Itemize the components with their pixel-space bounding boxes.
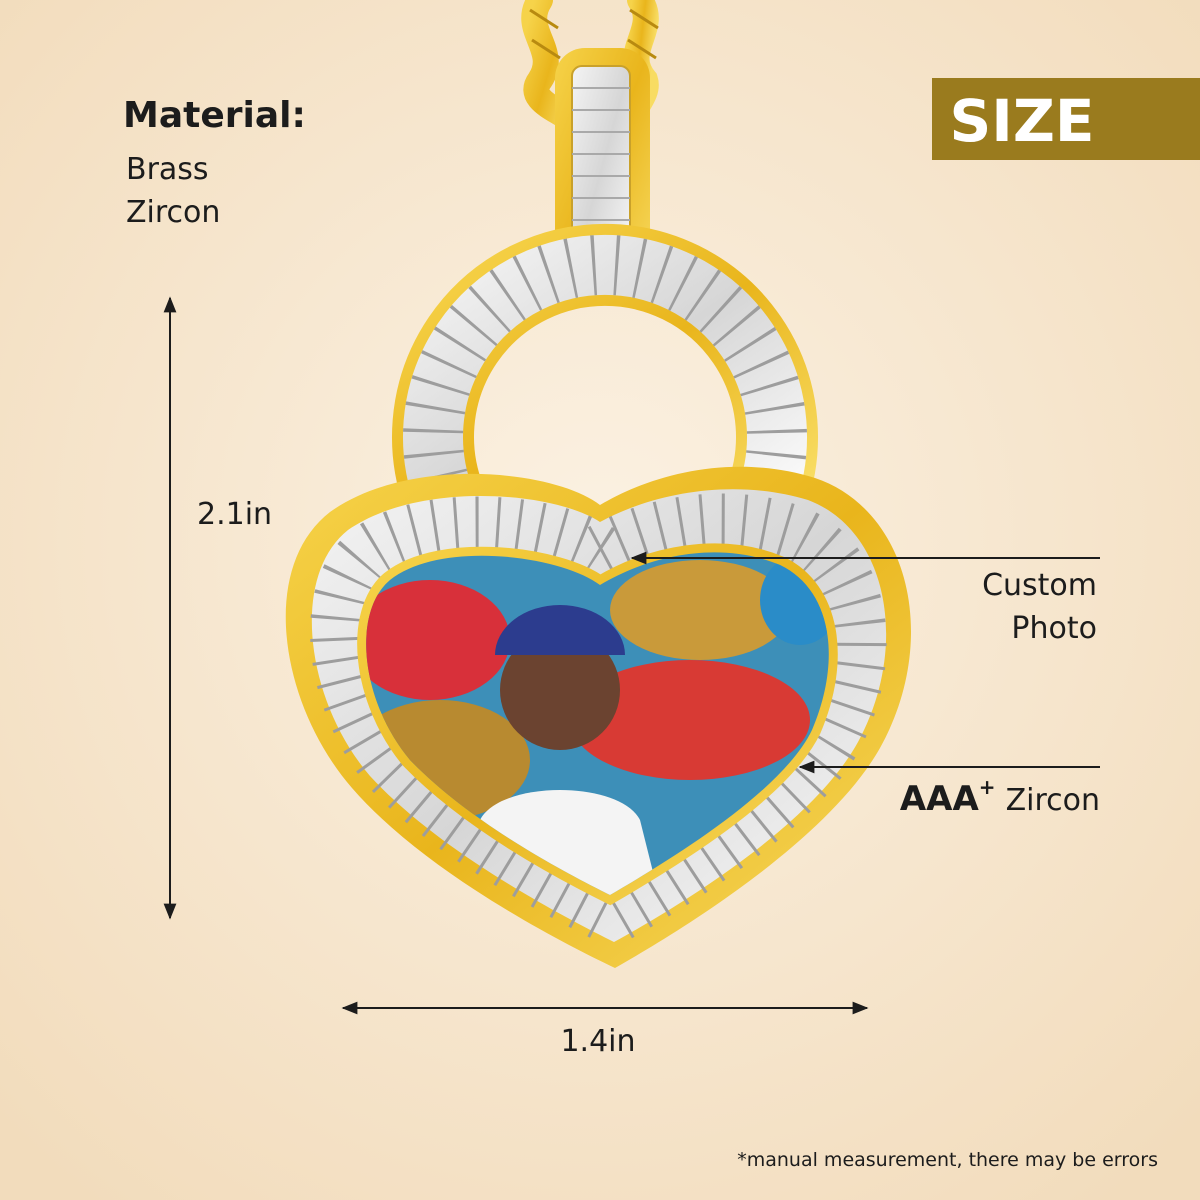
- material-item: Zircon: [126, 195, 220, 230]
- heart-pendant: [285, 466, 911, 968]
- material-label: Material:: [123, 95, 306, 136]
- zircon-label: Zircon: [1006, 783, 1100, 818]
- zircon-callout: AAA+ Zircon: [900, 775, 1100, 819]
- grade-sup: +: [979, 775, 996, 799]
- footnote: *manual measurement, there may be errors: [737, 1149, 1158, 1171]
- grade: AAA: [900, 779, 980, 819]
- width-label: 1.4in: [560, 1024, 635, 1059]
- size-badge: [932, 78, 1200, 160]
- callout-text: Photo: [1011, 611, 1097, 646]
- material-item: Brass: [126, 152, 209, 187]
- shackle: [392, 223, 818, 515]
- callout-text: Custom: [982, 568, 1097, 603]
- height-label: 2.1in: [197, 497, 272, 532]
- size-badge-text: SIZE: [949, 87, 1094, 155]
